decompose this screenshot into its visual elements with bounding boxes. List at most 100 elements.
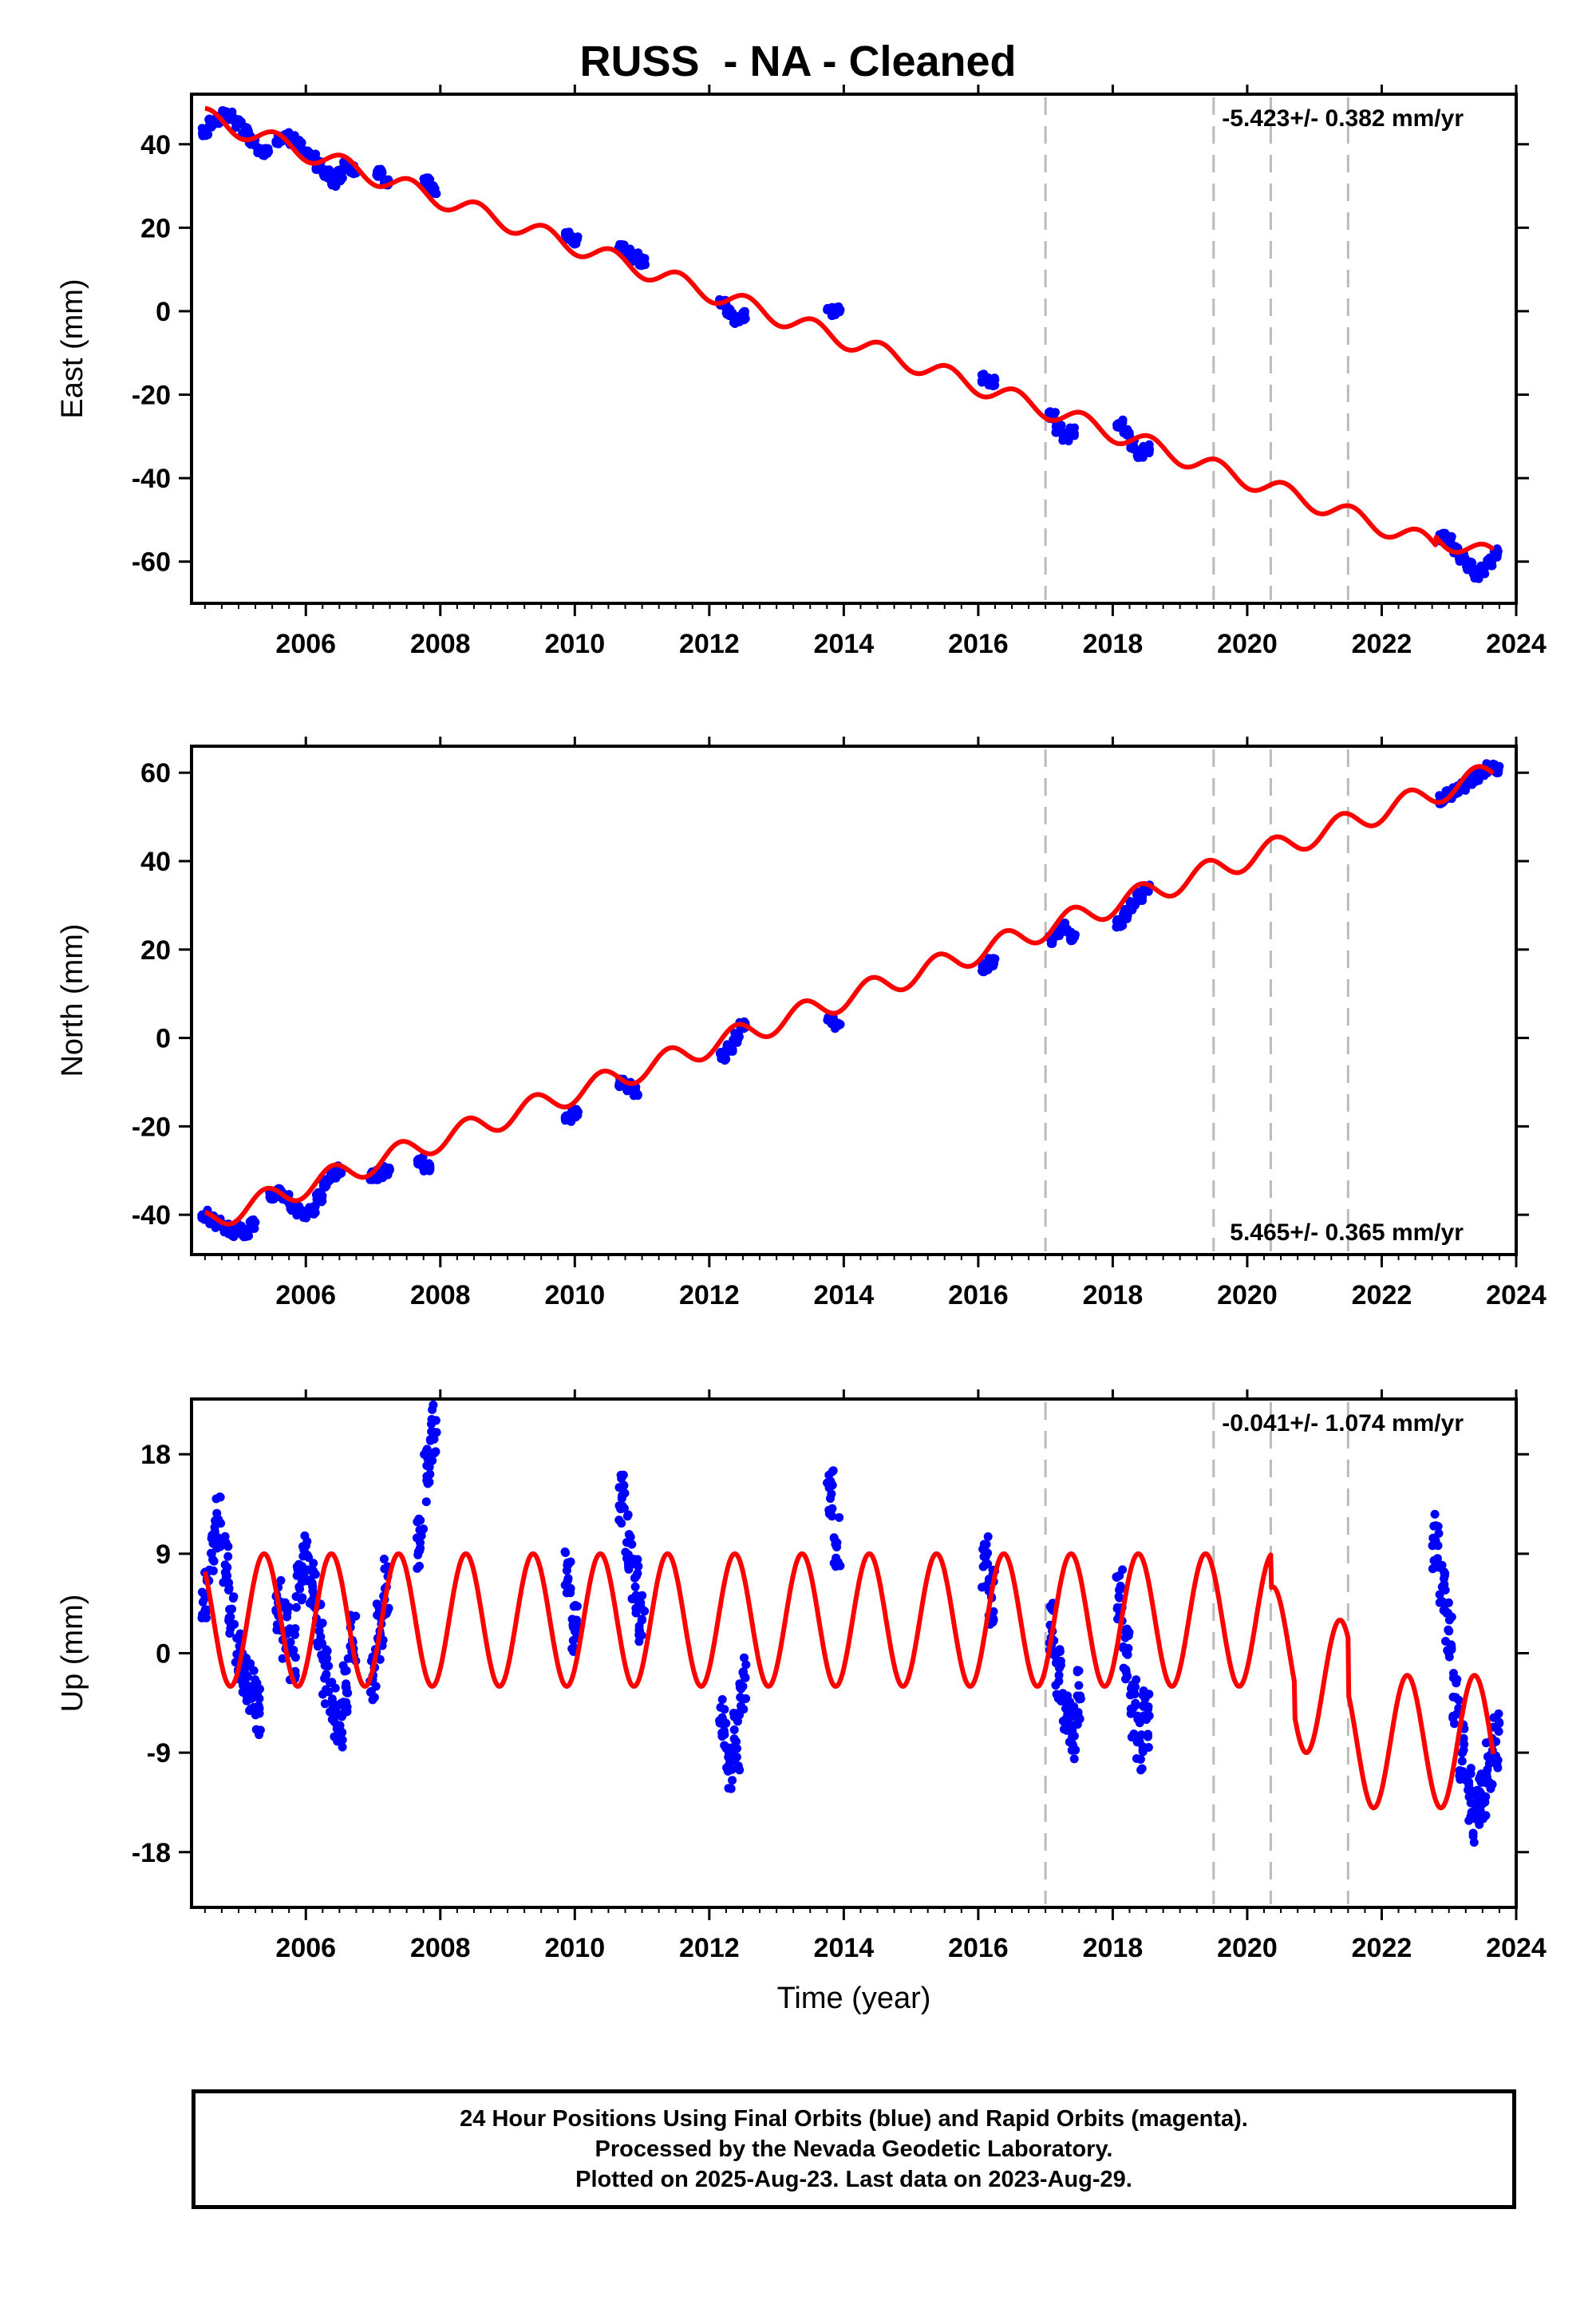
data-point (978, 1583, 986, 1592)
data-point (1121, 1674, 1130, 1684)
data-point (203, 130, 213, 140)
data-point (319, 1183, 329, 1192)
data-point (978, 1562, 988, 1571)
data-point (572, 1615, 582, 1625)
data-point (223, 108, 233, 117)
data-point (422, 1476, 432, 1485)
data-point (637, 253, 646, 263)
data-point (989, 380, 998, 389)
data-point (1118, 1643, 1128, 1653)
data-point (1457, 1748, 1467, 1757)
data-point (637, 1615, 646, 1625)
data-point (730, 1709, 740, 1719)
data-point (253, 1692, 263, 1701)
x-tick-label: 2018 (1083, 1933, 1144, 1963)
y-tick-label: 60 (140, 758, 171, 788)
x-tick-label: 2022 (1352, 1280, 1412, 1310)
fit-curve (202, 1551, 1496, 1811)
x-tick-label: 2024 (1486, 1933, 1547, 1963)
data-point (735, 1765, 745, 1775)
data-point (1144, 1732, 1152, 1741)
data-point (1444, 1615, 1454, 1625)
data-point (244, 1686, 254, 1695)
data-point (1133, 1733, 1143, 1742)
y-tick-label: -60 (132, 547, 171, 578)
data-point (412, 1533, 421, 1543)
data-point (212, 1534, 222, 1543)
plot-frame (190, 745, 1518, 1256)
data-point (295, 1584, 305, 1594)
data-point (249, 1666, 259, 1675)
data-point (230, 1619, 239, 1629)
x-tick-label: 2016 (948, 629, 1009, 659)
data-point (428, 1405, 437, 1414)
data-point (276, 1575, 286, 1585)
data-point (255, 1725, 265, 1735)
data-point (560, 230, 570, 239)
data-point (827, 1489, 836, 1499)
data-point (1450, 1719, 1459, 1729)
data-point (1144, 1690, 1154, 1699)
data-point (1491, 1758, 1501, 1768)
data-point (984, 958, 994, 967)
x-tick-label: 2022 (1352, 1933, 1412, 1963)
data-point (1457, 1757, 1467, 1766)
x-tick-label: 2016 (948, 1933, 1009, 1963)
data-point (629, 1557, 638, 1567)
y-axis-label: East (mm) (56, 279, 89, 418)
data-point (1468, 1828, 1478, 1838)
data-point (289, 1646, 298, 1655)
data-point (255, 1684, 264, 1694)
data-point (1055, 1647, 1065, 1656)
data-point (320, 1699, 330, 1709)
data-point (302, 1537, 312, 1546)
data-point (198, 1598, 207, 1607)
data-point (292, 1211, 302, 1220)
data-point (1454, 1695, 1464, 1705)
data-point (308, 1587, 318, 1596)
data-point (223, 1551, 233, 1561)
data-point (318, 1618, 327, 1628)
data-point (307, 1578, 317, 1587)
data-point (1048, 939, 1057, 948)
data-point (737, 1701, 745, 1711)
data-point (1118, 1565, 1128, 1575)
data-point (1440, 1574, 1448, 1583)
data-point (251, 1710, 260, 1720)
data-point (1477, 1800, 1487, 1809)
data-point (835, 1513, 844, 1522)
data-point (1065, 1737, 1074, 1747)
data-point (739, 1694, 749, 1704)
data-point (332, 1724, 342, 1733)
data-point (1144, 447, 1153, 456)
data-point (1139, 1701, 1148, 1711)
data-point (989, 1614, 998, 1623)
caption-line-1: 24 Hour Positions Using Final Orbits (bl… (460, 2106, 1248, 2132)
data-point (728, 1776, 737, 1785)
data-point (1134, 895, 1144, 904)
data-point (225, 1629, 235, 1638)
y-tick-label: 0 (156, 297, 171, 327)
data-points (197, 106, 1503, 583)
x-tick-label: 2008 (410, 629, 471, 659)
data-point (979, 1539, 989, 1549)
data-point (1429, 1555, 1439, 1565)
data-point (1430, 1509, 1440, 1519)
rate-label: -5.423+/- 0.382 mm/yr (1222, 105, 1464, 132)
data-point (637, 1630, 646, 1640)
data-point (1144, 1743, 1153, 1752)
x-tick-label: 2018 (1083, 629, 1144, 659)
data-point (641, 260, 650, 270)
data-point (722, 1743, 732, 1753)
data-point (292, 1571, 302, 1580)
data-point (728, 1756, 737, 1765)
data-point (318, 1690, 327, 1699)
fit-curve (203, 105, 1495, 555)
east-panel: 2006 2008 2010 2012 2014 2016 2018 2020 2022 2024… (56, 85, 1547, 659)
data-point (624, 1530, 634, 1539)
x-tick-label: 2024 (1486, 629, 1547, 659)
data-point (339, 1709, 349, 1718)
data-point (735, 1679, 745, 1689)
y-tick-label: -20 (132, 381, 171, 411)
